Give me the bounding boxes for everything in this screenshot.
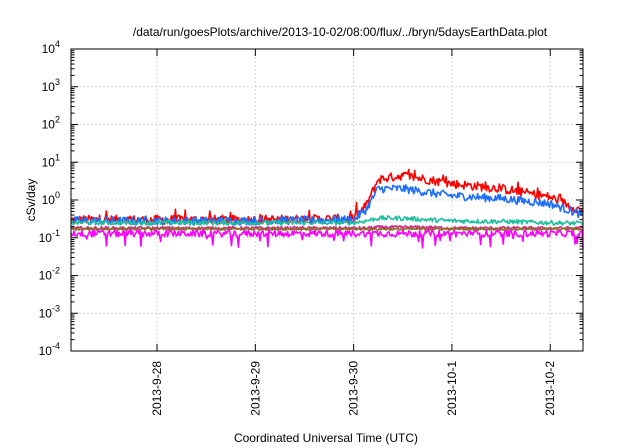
y-tick-label: 101 [42,152,60,169]
x-tick-label: 2013-10-1 [445,361,459,416]
y-tick-label: 100 [42,190,60,207]
chart-title: /data/run/goesPlots/archive/2013-10-02/0… [133,25,548,39]
y-axis-title: cSv/day [24,179,38,222]
y-tick-label: 102 [42,115,60,132]
series-line [70,184,584,226]
y-tick-label: 10-2 [39,266,60,283]
x-tick-label: 2013-9-30 [347,361,361,416]
y-tick-label: 104 [42,39,60,56]
y-tick-label: 10-1 [39,228,60,245]
x-axis-title: Coordinated Universal Time (UTC) [234,431,418,445]
x-tick-label: 2013-10-2 [543,361,557,416]
series-line [70,229,584,249]
x-tick-label: 2013-9-29 [248,361,262,416]
y-tick-label: 10-4 [39,341,60,358]
series-layer [70,168,584,249]
y-tick-label: 10-3 [39,303,60,320]
y-tick-label: 103 [42,77,60,94]
grid-layer [71,49,583,351]
tick-layer: 10-4 10-3 10-2 10-1 100 101 102 103 104 2013-9-28… [39,39,583,416]
series-line [70,227,584,231]
series-line [70,215,584,226]
x-tick-label: 2013-9-28 [150,361,164,416]
